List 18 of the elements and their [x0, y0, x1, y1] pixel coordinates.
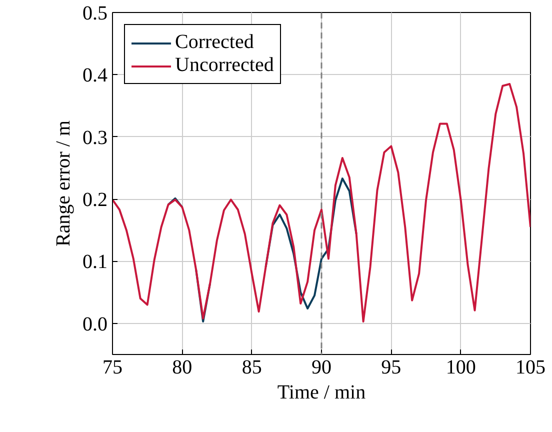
legend-label: Uncorrected — [175, 54, 274, 77]
y-tick-label: 0.1 — [82, 251, 108, 274]
x-tick-label: 95 — [381, 356, 402, 378]
x-tick-label: 85 — [242, 356, 262, 378]
x-tick-label: 75 — [102, 356, 122, 378]
x-tick-label: 100 — [446, 356, 476, 378]
y-axis-title: Range error / m — [52, 120, 74, 247]
x-tick-label: 80 — [172, 356, 192, 378]
x-axis-title: Time / min — [277, 382, 366, 404]
x-tick-label: 90 — [312, 356, 332, 378]
y-tick-label: 0.4 — [82, 64, 108, 87]
y-tick-label: 0.2 — [82, 189, 108, 212]
x-tick-label: 105 — [516, 356, 546, 378]
legend-label: Corrected — [175, 31, 254, 54]
y-tick-label: 0.3 — [82, 126, 108, 149]
y-tick-label: 0.5 — [82, 2, 108, 24]
line-series — [112, 83, 530, 323]
y-tick-label: 0.0 — [82, 313, 108, 336]
